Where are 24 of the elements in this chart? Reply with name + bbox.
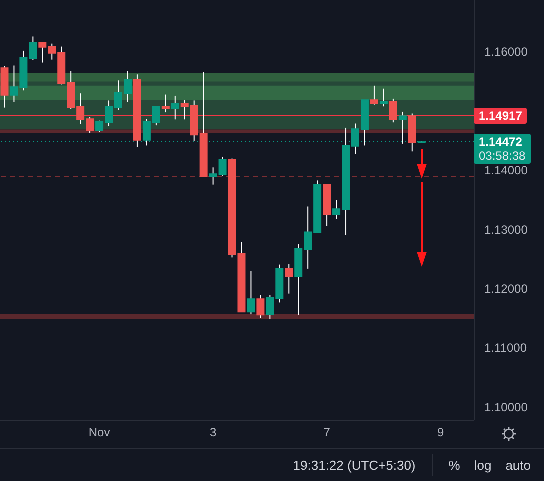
y-tick-label: 1.10000 — [484, 400, 528, 414]
x-tick-label: 3 — [210, 426, 217, 440]
text: 19:31:22 (UTC+5:30) — [293, 458, 416, 472]
ref-line-label: 1.14917 — [479, 108, 522, 123]
candlestick — [380, 88, 388, 108]
candlestick — [370, 85, 378, 106]
x-tick-label: 9 — [437, 426, 444, 440]
y-tick-label: 1.16000 — [484, 45, 528, 60]
candlestick — [247, 270, 256, 316]
text: % — [448, 458, 460, 472]
x-tick-label: Nov — [88, 426, 110, 440]
y-tick-label: 1.13000 — [484, 222, 528, 237]
text: auto — [506, 458, 531, 472]
candlestick — [389, 98, 398, 124]
x-tick-label: 7 — [324, 426, 331, 440]
y-tick-label: 1.14000 — [484, 164, 528, 178]
candlestick — [256, 294, 265, 319]
y-tick-label: 1.12000 — [484, 282, 528, 296]
candlestick — [171, 95, 180, 120]
candlestick — [285, 264, 294, 294]
y-tick-label: 1.11000 — [484, 341, 528, 356]
text: log — [474, 458, 492, 472]
ref-line-label: 1.14472 03:58:38 — [479, 135, 526, 164]
candlestick — [162, 94, 170, 114]
